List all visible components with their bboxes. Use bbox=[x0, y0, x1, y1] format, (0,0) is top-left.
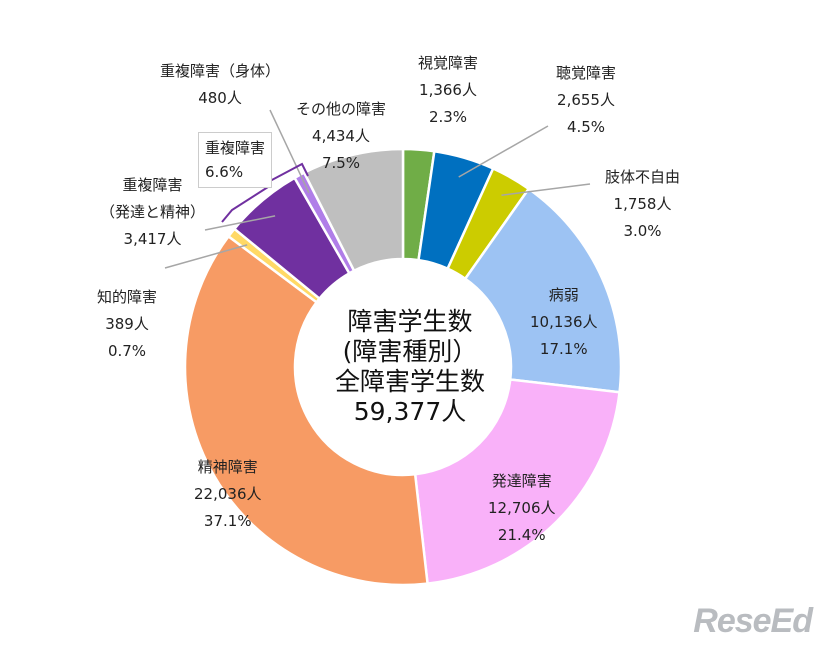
label-visual-pct: 2.3% bbox=[428, 108, 468, 126]
label-multiple-physical-name: 重複障害（身体） bbox=[160, 62, 281, 80]
label-physical-name: 肢体不自由 bbox=[605, 168, 681, 186]
label-mental-pct: 37.1% bbox=[203, 512, 252, 530]
label-intellectual-count: 389人 bbox=[105, 315, 149, 333]
label-illness: 病弱 10,136人 17.1% bbox=[530, 282, 598, 363]
slice-4 bbox=[413, 378, 621, 585]
center-line-2: (障害種別） bbox=[342, 337, 478, 366]
callout-label: 重複障害 bbox=[205, 139, 266, 157]
label-mental-count: 22,036人 bbox=[194, 485, 262, 503]
leader-line-7 bbox=[204, 215, 276, 231]
label-hearing-name: 聴覚障害 bbox=[556, 64, 617, 82]
center-label: 障害学生数 (障害種別） 全障害学生数 59,377人 bbox=[300, 307, 520, 427]
label-other-count: 4,434人 bbox=[312, 127, 370, 145]
center-line-1: 障害学生数 bbox=[347, 307, 473, 336]
slice-5 bbox=[183, 234, 429, 587]
leader-line-1 bbox=[458, 125, 549, 178]
label-developmental-pct: 21.4% bbox=[497, 526, 546, 544]
label-visual-name: 視覚障害 bbox=[418, 54, 479, 72]
label-illness-name: 病弱 bbox=[548, 286, 579, 304]
center-line-4: 59,377人 bbox=[353, 397, 467, 426]
label-multiple-dm-name: 重複障害 bbox=[122, 176, 183, 194]
label-illness-pct: 17.1% bbox=[539, 340, 588, 358]
label-visual-count: 1,366人 bbox=[419, 81, 477, 99]
label-multiple-physical: 重複障害（身体） 480人 bbox=[160, 58, 280, 112]
label-developmental: 発達障害 12,706人 21.4% bbox=[488, 468, 556, 549]
label-visual: 視覚障害 1,366人 2.3% bbox=[418, 50, 478, 131]
label-multiple-dm-count: 3,417人 bbox=[123, 230, 182, 248]
label-other-name: その他の障害 bbox=[296, 100, 387, 118]
label-illness-count: 10,136人 bbox=[530, 313, 598, 331]
label-other-pct: 7.5% bbox=[321, 154, 361, 172]
label-multiple-dev-mental: 重複障害 （発達と精神） 3,417人 bbox=[100, 172, 205, 253]
center-line-3: 全障害学生数 bbox=[334, 367, 485, 396]
label-intellectual: 知的障害 389人 0.7% bbox=[97, 284, 157, 365]
label-hearing-count: 2,655人 bbox=[557, 91, 615, 109]
label-physical: 肢体不自由 1,758人 3.0% bbox=[605, 164, 680, 245]
label-multiple-physical-count: 480人 bbox=[198, 89, 242, 107]
label-physical-pct: 3.0% bbox=[623, 222, 662, 240]
callout-pct: 6.6% bbox=[205, 163, 244, 181]
slice-3 bbox=[463, 187, 623, 394]
label-developmental-count: 12,706人 bbox=[488, 499, 556, 517]
resed-logo: ReseEd bbox=[693, 602, 813, 640]
multiple-disability-callout: 重複障害 6.6% bbox=[198, 132, 273, 188]
label-mental: 精神障害 22,036人 37.1% bbox=[194, 454, 262, 535]
label-intellectual-name: 知的障害 bbox=[97, 288, 158, 306]
label-hearing: 聴覚障害 2,655人 4.5% bbox=[556, 60, 616, 141]
label-physical-count: 1,758人 bbox=[613, 195, 672, 213]
leader-line-2 bbox=[501, 183, 591, 196]
label-intellectual-pct: 0.7% bbox=[107, 342, 147, 360]
leader-line-6 bbox=[164, 244, 248, 269]
slice-9 bbox=[302, 147, 405, 273]
leader-line-8 bbox=[269, 109, 310, 194]
label-developmental-name: 発達障害 bbox=[491, 472, 552, 490]
label-other: その他の障害 4,434人 7.5% bbox=[296, 96, 386, 177]
label-multiple-dm-sub: （発達と精神） bbox=[100, 203, 206, 221]
label-mental-name: 精神障害 bbox=[197, 458, 258, 476]
label-hearing-pct: 4.5% bbox=[566, 118, 606, 136]
